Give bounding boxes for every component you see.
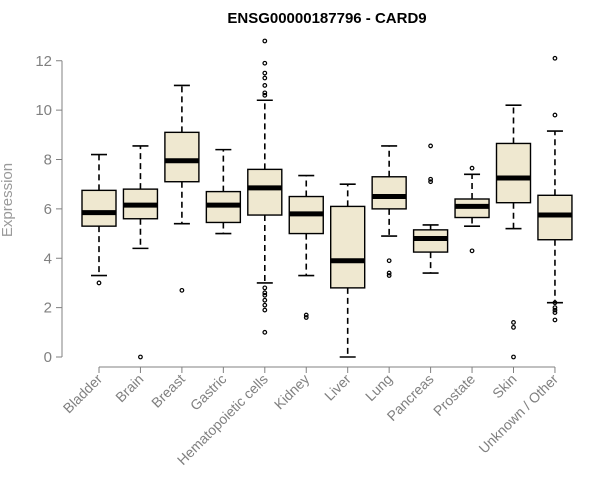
outlier-point xyxy=(303,312,309,318)
x-tick-label: Bladder xyxy=(60,371,106,417)
outlier-point xyxy=(179,287,185,293)
x-tick-label: Skin xyxy=(489,371,520,402)
box-group xyxy=(164,84,200,293)
outlier-point xyxy=(428,179,434,185)
iqr-box xyxy=(371,176,407,210)
y-tick-label: 0 xyxy=(44,349,52,366)
outlier-point xyxy=(262,38,268,44)
y-axis: 0 2 4 6 8 10 12 xyxy=(35,53,63,366)
box-group xyxy=(81,153,117,286)
outlier-point xyxy=(262,83,268,88)
outlier-point xyxy=(552,112,558,118)
outlier-point xyxy=(428,176,434,182)
outlier-point xyxy=(138,354,143,360)
outlier-point xyxy=(386,270,392,276)
outlier-point xyxy=(262,92,268,98)
iqr-box xyxy=(330,205,366,289)
outlier-point xyxy=(386,273,392,278)
outlier-point xyxy=(262,75,268,81)
x-tick-label: Kidney xyxy=(271,371,313,413)
box-group xyxy=(454,165,490,254)
iqr-box xyxy=(164,131,200,183)
outlier-point xyxy=(262,90,268,96)
box-group xyxy=(288,174,324,320)
outlier-point xyxy=(552,310,558,315)
outlier-point xyxy=(262,302,268,308)
outlier-point xyxy=(428,143,434,149)
outlier-point xyxy=(386,258,392,264)
box-group xyxy=(247,38,283,335)
outlier-point xyxy=(511,320,516,325)
box-group xyxy=(122,145,159,360)
outlier-point xyxy=(262,292,268,298)
outlier-point xyxy=(552,300,558,306)
outlier-point xyxy=(262,60,268,66)
outlier-point xyxy=(511,324,516,330)
y-axis-label: Expression xyxy=(0,163,16,237)
outlier-point xyxy=(262,290,268,296)
box-series xyxy=(81,38,573,360)
x-tick-label: Lung xyxy=(362,371,395,404)
box-group xyxy=(205,148,242,235)
box-group xyxy=(371,145,407,278)
chart-title: ENSG00000187796 - CARD9 xyxy=(227,10,426,27)
y-tick-label: 2 xyxy=(44,300,52,317)
outlier-point xyxy=(96,280,102,286)
outlier-point xyxy=(262,70,268,76)
outlier-point xyxy=(303,315,309,320)
x-tick-label: Unknown / Other xyxy=(475,371,561,457)
outlier-point xyxy=(262,297,268,303)
iqr-box xyxy=(495,142,532,204)
box-group xyxy=(537,55,573,323)
outlier-point xyxy=(552,305,558,311)
y-tick-label: 12 xyxy=(35,53,52,70)
outlier-point xyxy=(511,354,516,360)
outlier-point xyxy=(469,165,475,171)
y-tick-label: 4 xyxy=(44,250,52,267)
x-tick-label: Liver xyxy=(321,371,354,404)
x-tick-label: Breast xyxy=(148,371,188,411)
box-group xyxy=(330,183,366,358)
y-tick-label: 6 xyxy=(44,201,52,218)
outlier-point xyxy=(262,285,268,291)
outlier-point xyxy=(469,248,475,254)
outlier-point xyxy=(552,317,558,323)
y-tick-label: 8 xyxy=(44,152,52,169)
iqr-box xyxy=(247,168,283,216)
box-group xyxy=(495,104,532,360)
outlier-point xyxy=(262,307,268,313)
outlier-point xyxy=(552,307,558,313)
x-tick-label: Brain xyxy=(112,371,146,405)
iqr-box xyxy=(81,189,117,227)
box-group xyxy=(412,143,449,274)
outlier-point xyxy=(552,55,558,61)
outlier-point xyxy=(262,329,268,335)
x-tick-label: Prostate xyxy=(430,371,478,419)
y-tick-label: 10 xyxy=(35,102,52,119)
